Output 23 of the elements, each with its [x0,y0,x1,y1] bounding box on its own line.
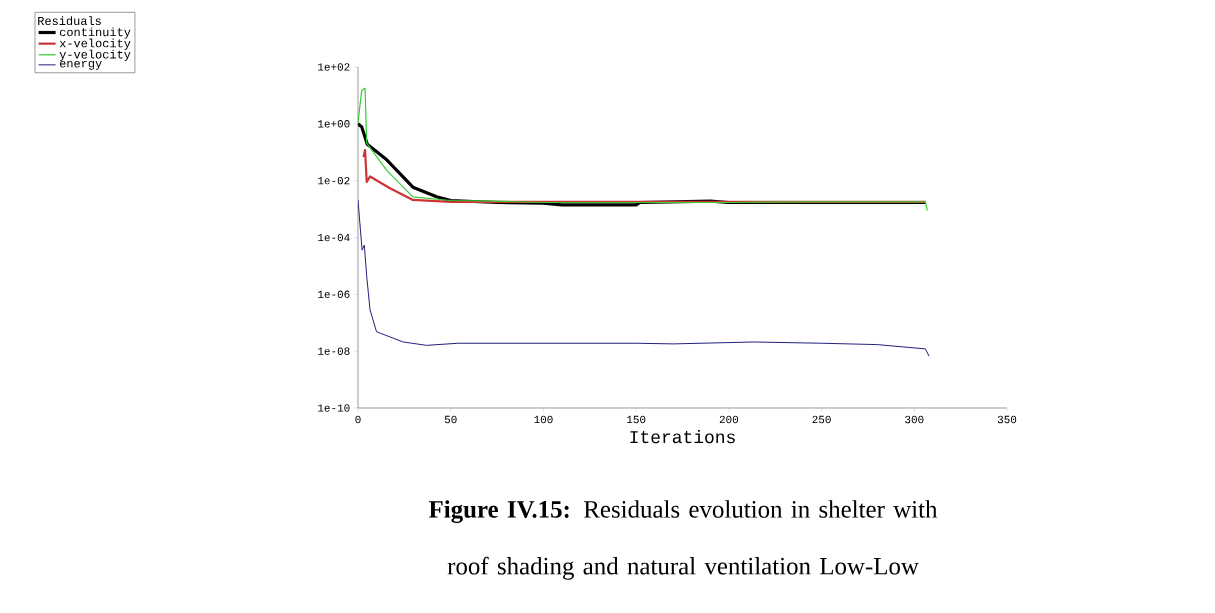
legend-label: continuity [59,27,131,39]
y-tick-label: 1e-06 [318,290,350,299]
y-tick-label: 1e-04 [318,233,350,242]
legend-label: y-velocity [59,49,131,61]
y-tick-label: 1e-10 [318,404,350,412]
text: Figure IV.15: Residuals evolution in shelter with roof shading and natural ventilation Low-Low [428,500,938,580]
x-tick-label: 300 [905,415,924,424]
x-tick-label: 350 [997,415,1017,424]
line-series [358,87,928,212]
legend-label: x-velocity [59,38,131,50]
y-tick-label: 1e+02 [318,63,350,71]
x-tick-label: 150 [627,415,646,424]
y-tick-label: 1e-02 [318,176,350,185]
legend-label: energy [59,60,102,70]
x-tick-label: 50 [444,415,457,424]
x-tick-label: 250 [812,415,831,424]
y-tick-label: 1e-08 [318,347,350,355]
legend-title: Residuals [38,16,101,26]
y-tick-label: 1e+00 [318,120,350,128]
x-tick-label: 100 [534,415,553,424]
x-tick-label: 0 [355,415,361,424]
x-axis-title: Iterations [630,430,735,444]
x-tick-label: 200 [719,415,739,424]
